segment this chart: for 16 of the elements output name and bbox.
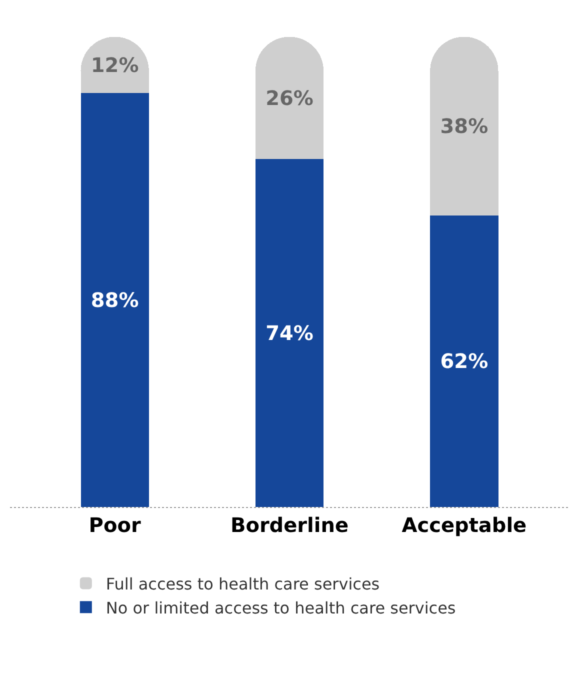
data-label: 12% [90,52,139,77]
data-label: 74% [266,321,314,346]
data-label: 88% [90,288,139,312]
data-label: 26% [266,86,314,110]
bar [80,93,149,507]
bar [255,159,324,507]
x-tick-label: Acceptable [402,513,527,537]
legend-label: No or limited access to health care services [106,598,456,618]
bar [430,36,498,216]
legend-label: Full access to health care services [106,574,380,594]
bar [255,36,324,160]
x-tick-label: Poor [88,513,141,537]
data-label: 62% [440,349,488,374]
data-label: 38% [440,114,488,138]
bar [430,215,498,507]
x-tick-label: Borderline [230,513,349,537]
